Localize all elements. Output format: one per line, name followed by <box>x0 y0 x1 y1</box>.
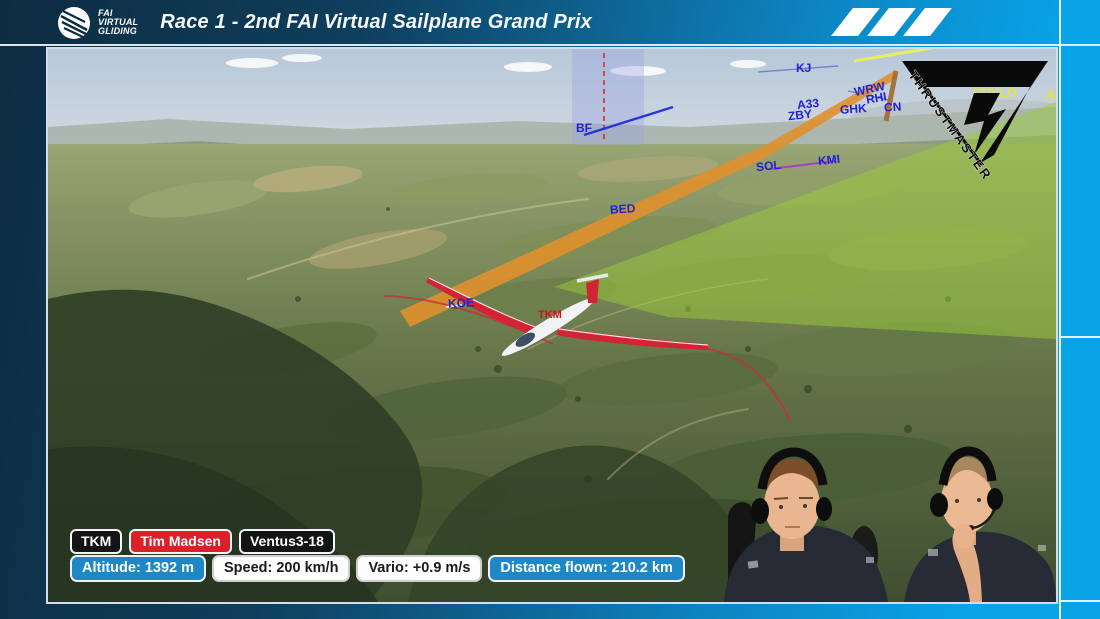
sidebar-divider-bottom <box>1059 600 1100 602</box>
glider-label-kmi: KMI <box>817 151 841 169</box>
glider-label-bf: BF <box>576 121 592 135</box>
turnpoint-cylinder <box>572 49 644 145</box>
ribbon-climb-segment <box>883 70 899 122</box>
simulator-view: VULLO A <box>46 47 1058 604</box>
glider-tail-fin <box>586 279 599 303</box>
pilot-info-bar: TKM Tim Madsen Ventus3-18 <box>70 529 335 554</box>
fai-logo-line2: VIRTUAL <box>98 17 139 27</box>
own-glider-label: TKM <box>538 309 562 321</box>
competitor-glider-koe <box>445 304 463 309</box>
glider-type-badge: Ventus3-18 <box>238 529 335 554</box>
glider-fuselage <box>501 298 595 356</box>
clouds <box>226 54 766 76</box>
vario-badge: Vario: +0.9 m/s <box>356 555 483 582</box>
fai-logo-line3: GLIDING <box>98 26 137 36</box>
sidebar-divider-mid <box>1059 336 1100 338</box>
glider-label-ghk: GHK <box>839 101 868 117</box>
fai-globe-icon <box>58 6 90 39</box>
headset-icon <box>757 447 828 490</box>
glider-label-zby: ZBY <box>787 106 813 124</box>
glider-label-sol: SOL <box>755 157 782 175</box>
fai-virtual-gliding-logo: FAI VIRTUAL GLIDING <box>55 4 138 42</box>
terrain-label-a: A <box>1046 87 1056 102</box>
frame-divider-vertical <box>1059 0 1061 619</box>
altitude-badge: Altitude: 1392 m <box>70 555 206 582</box>
mic-boom-icon <box>971 508 997 530</box>
header: FAI VIRTUAL GLIDING Race 1 - 2nd FAI Vir… <box>0 0 1100 45</box>
pilot-name-badge: Tim Madsen <box>129 529 232 554</box>
right-sidebar <box>1061 0 1100 619</box>
headset-icon <box>938 446 997 486</box>
telemetry-bar: Altitude: 1392 m Speed: 200 km/h Vario: … <box>70 555 685 582</box>
glider-label-koe: KOE <box>447 295 475 311</box>
glider-left-wing <box>426 277 545 338</box>
own-glider <box>383 273 791 422</box>
competitor-tracks <box>583 65 894 170</box>
thrustmaster-logo: THRUSTMASTER <box>902 61 1048 179</box>
fai-logo-line1: FAI <box>98 8 113 18</box>
glider-label-kj: KJ <box>796 61 812 75</box>
commentator-webcam-right <box>904 446 1056 602</box>
fai-logo-text: FAI VIRTUAL GLIDING <box>98 9 138 36</box>
distance-badge: Distance flown: 210.2 km <box>488 555 685 582</box>
pilot-callsign-badge: TKM <box>70 529 123 554</box>
page-title: Race 1 - 2nd FAI Virtual Sailplane Grand… <box>160 11 592 33</box>
frame-divider-top <box>0 44 1100 46</box>
far-ridge <box>48 107 1056 144</box>
task-line-yellow <box>853 49 936 63</box>
speed-badge: Speed: 200 km/h <box>212 555 351 582</box>
terrain-scene: VULLO A <box>48 49 1056 602</box>
flight-track-ribbon <box>400 70 897 327</box>
glider-tailplane <box>576 273 609 283</box>
glider-label-bed: BED <box>609 201 636 217</box>
task-sector-area <box>554 102 1056 339</box>
commentator-webcam-left <box>724 447 888 602</box>
